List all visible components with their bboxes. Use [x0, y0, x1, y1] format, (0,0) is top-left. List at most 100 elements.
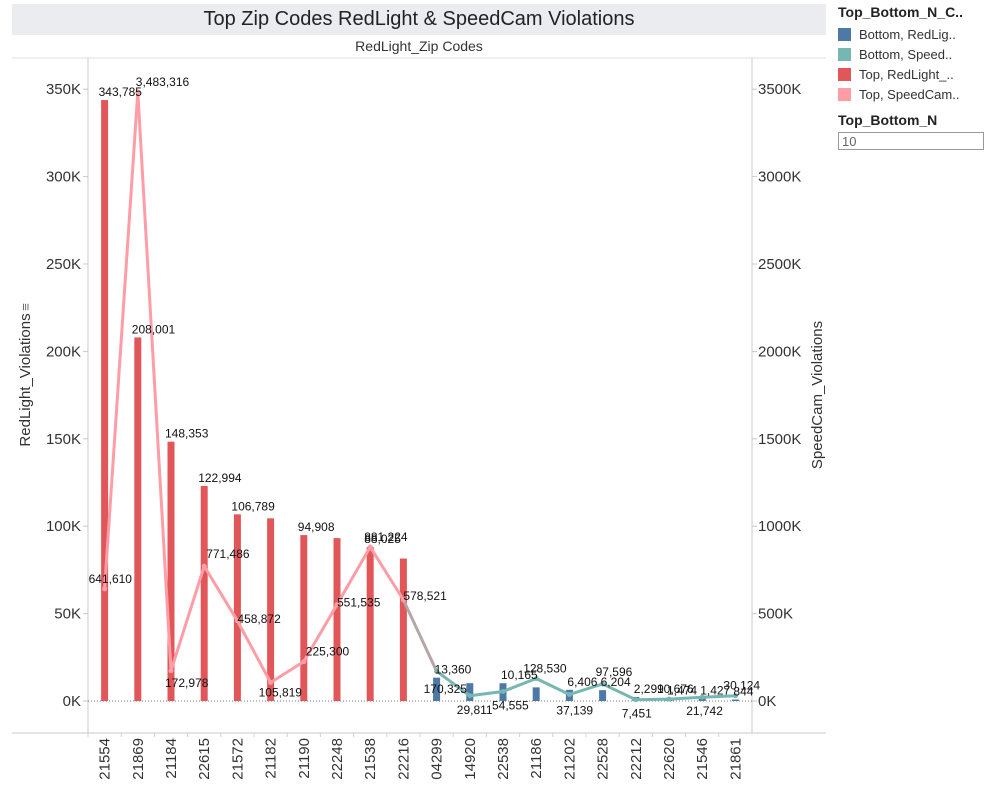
legend-title[interactable]: Top_Bottom_N_C..: [838, 4, 963, 20]
speedcam-data-label: 29,811: [457, 703, 493, 717]
x-category-label: 21186: [528, 738, 545, 779]
x-category-label: 21869: [130, 738, 147, 780]
bar-redlight-21572: [233, 514, 241, 701]
bar-redlight-22615: [200, 486, 208, 701]
x-category-label: 21202: [561, 738, 578, 780]
point-speedcam-21184: [168, 668, 174, 674]
legend-swatch: [838, 87, 851, 101]
bar-redlight-21184: [167, 441, 175, 701]
point-speedcam-22620: [666, 696, 672, 702]
speedcam-data-label: 551,535: [337, 596, 381, 610]
left-tick-label: 200K: [46, 343, 81, 360]
redlight-data-label: 106,789: [231, 499, 275, 513]
right-tick-label: 3000K: [758, 169, 801, 186]
sort-indicator-icon: ≡: [18, 303, 33, 311]
speedcam-line-segment: [368, 545, 405, 602]
bar-redlight-22216: [399, 558, 407, 701]
speedcam-data-label: 10,676: [657, 682, 694, 696]
right-tick-label: 1500K: [758, 431, 801, 448]
bar-redlight-21546: [698, 698, 706, 701]
right-tick-label: 2500K: [758, 256, 801, 273]
speedcam-line-segment: [235, 619, 273, 685]
point-speedcam-04299: [434, 668, 440, 674]
bar-redlight-21861: [731, 699, 739, 701]
top-bottom-n-input[interactable]: [838, 132, 984, 150]
redlight-data-label: 2,299: [634, 682, 664, 696]
speedcam-line-segment: [567, 682, 605, 697]
left-tick-label: 50K: [54, 606, 81, 623]
redlight-data-label: 1,427: [700, 684, 730, 698]
point-speedcam-21546: [699, 694, 705, 700]
speedcam-data-label: 172,978: [165, 676, 209, 690]
speedcam-line-segment: [700, 694, 737, 699]
point-speedcam-21554: [102, 586, 108, 592]
bar-redlight-21554: [101, 100, 109, 701]
speedcam-line-segment: [634, 697, 671, 702]
left-tick-label: 300K: [46, 169, 81, 186]
bar-redlight-21186: [532, 687, 540, 701]
speedcam-data-label: 128,530: [523, 662, 567, 676]
legend-item-bottom-redlight[interactable]: Bottom, RedLig..: [838, 24, 996, 44]
right-tick-label: 2000K: [758, 343, 801, 360]
left-tick-label: 100K: [46, 518, 81, 535]
legend-item-bottom-speedcam[interactable]: Bottom, Speed..: [838, 44, 996, 64]
speedcam-data-label: 97,596: [596, 665, 633, 679]
legend-label: Bottom, RedLig..: [859, 26, 956, 42]
point-speedcam-21182: [268, 680, 274, 686]
speedcam-line-segment: [601, 682, 638, 702]
speedcam-data-label: 771,486: [206, 547, 250, 561]
bar-redlight-21190: [300, 535, 308, 701]
x-category-label: 21546: [694, 738, 711, 780]
legend-item-top-speedcam[interactable]: Top, SpeedCam..: [838, 84, 996, 104]
point-speedcam-22528: [600, 681, 606, 687]
left-tick-label: 250K: [46, 256, 81, 273]
speedcam-line-segment: [335, 545, 372, 607]
speedcam-data-label: 225,300: [306, 645, 350, 659]
speedcam-line-segment: [435, 669, 472, 698]
bar-redlight-22528: [599, 690, 607, 701]
legend-label: Bottom, Speed..: [859, 46, 953, 62]
redlight-data-label: 122,994: [198, 471, 242, 485]
x-category-label: 22248: [329, 738, 346, 780]
speedcam-data-label: 21,742: [686, 704, 723, 718]
speedcam-line-segment: [501, 677, 538, 693]
speedcam-line-segment: [401, 598, 439, 673]
x-category-label: 22620: [661, 738, 678, 780]
speedcam-data-label: 578,521: [403, 589, 447, 603]
redlight-data-label: 1,474: [667, 683, 697, 697]
top-bottom-n-filter: Top_Bottom_N: [838, 112, 988, 151]
color-legend: Top_Bottom_N_C.. Bottom, RedLig.. Bottom…: [838, 4, 996, 104]
redlight-data-label: 208,001: [132, 322, 176, 336]
point-speedcam-21869: [135, 89, 141, 95]
speedcam-line-segment: [667, 695, 704, 701]
speedcam-data-label: 105,819: [259, 686, 303, 700]
speedcam-line-segment: [136, 90, 173, 673]
redlight-data-label: 6,406: [567, 675, 597, 689]
speedcam-data-label: 3,483,316: [136, 75, 190, 89]
legend-swatch: [838, 27, 851, 41]
point-speedcam-22212: [633, 697, 639, 703]
x-category-label: 21861: [727, 738, 744, 780]
point-speedcam-22216: [400, 597, 406, 603]
filter-title: Top_Bottom_N: [838, 112, 938, 128]
chart-title-bar: Top Zip Codes RedLight & SpeedCam Violat…: [12, 4, 826, 35]
legend-item-top-redlight[interactable]: Top, RedLight_..: [838, 64, 996, 84]
redlight-data-label: 13,360: [435, 663, 472, 677]
bar-redlight-21182: [267, 518, 275, 701]
chart-title: Top Zip Codes RedLight & SpeedCam Violat…: [203, 8, 635, 30]
legend-swatch: [838, 67, 851, 81]
x-category-label: 21538: [362, 738, 379, 780]
speedcam-line-segment: [169, 564, 206, 673]
redlight-data-label: 148,353: [165, 427, 209, 441]
speedcam-data-label: 881,224: [364, 530, 408, 544]
redlight-data-label: 94,908: [298, 520, 335, 534]
redlight-data-label: 88,025: [364, 532, 401, 546]
point-speedcam-21572: [234, 618, 240, 624]
x-category-label: 21190: [296, 738, 313, 779]
point-speedcam-21861: [732, 693, 738, 699]
point-speedcam-21202: [566, 692, 572, 698]
legend-label: Top, SpeedCam..: [859, 86, 960, 102]
speedcam-line-segment: [534, 677, 571, 697]
x-category-label: 14920: [462, 738, 479, 780]
point-speedcam-22538: [500, 688, 506, 694]
